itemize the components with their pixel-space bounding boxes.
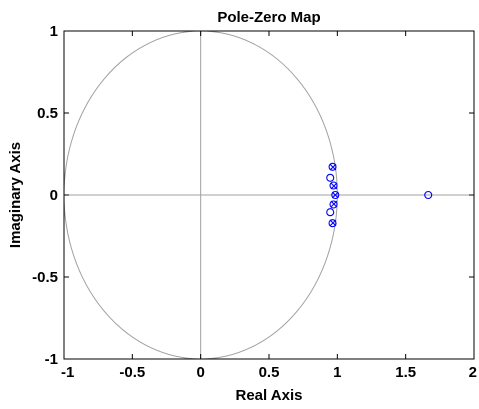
- x-tick-label: 1: [333, 364, 341, 381]
- x-tick-label: 2: [469, 364, 477, 381]
- ticks: -1 -0.5 0 0.5 1 1.5 2 1 0.5 0 -0.5 -1: [32, 23, 477, 381]
- x-axis-label: Real Axis: [236, 387, 303, 404]
- y-tick-label: -1: [45, 351, 58, 368]
- markers: [326, 162, 433, 228]
- zero-marker: [328, 219, 337, 228]
- y-tick-label: 0: [50, 187, 58, 204]
- zero-marker: [424, 190, 433, 200]
- y-tick-label: -0.5: [32, 269, 58, 286]
- zero-marker: [331, 190, 340, 200]
- zero-marker: [328, 162, 337, 171]
- chart-title: Pole-Zero Map: [217, 9, 320, 26]
- y-tick-label: 1: [50, 23, 58, 40]
- x-tick-label: 1.5: [395, 364, 416, 381]
- y-axis-label: Imaginary Axis: [7, 142, 24, 248]
- zero-marker: [326, 173, 335, 182]
- y-tick-label: 0.5: [37, 105, 58, 122]
- x-tick-label: -1: [61, 364, 74, 381]
- zero-marker: [329, 181, 338, 190]
- pole-marker: [331, 191, 339, 199]
- x-tick-label: 0.5: [259, 364, 280, 381]
- zero-marker: [329, 200, 338, 209]
- zero-marker: [326, 208, 335, 217]
- x-tick-label: 0: [196, 364, 204, 381]
- x-tick-label: -0.5: [119, 364, 145, 381]
